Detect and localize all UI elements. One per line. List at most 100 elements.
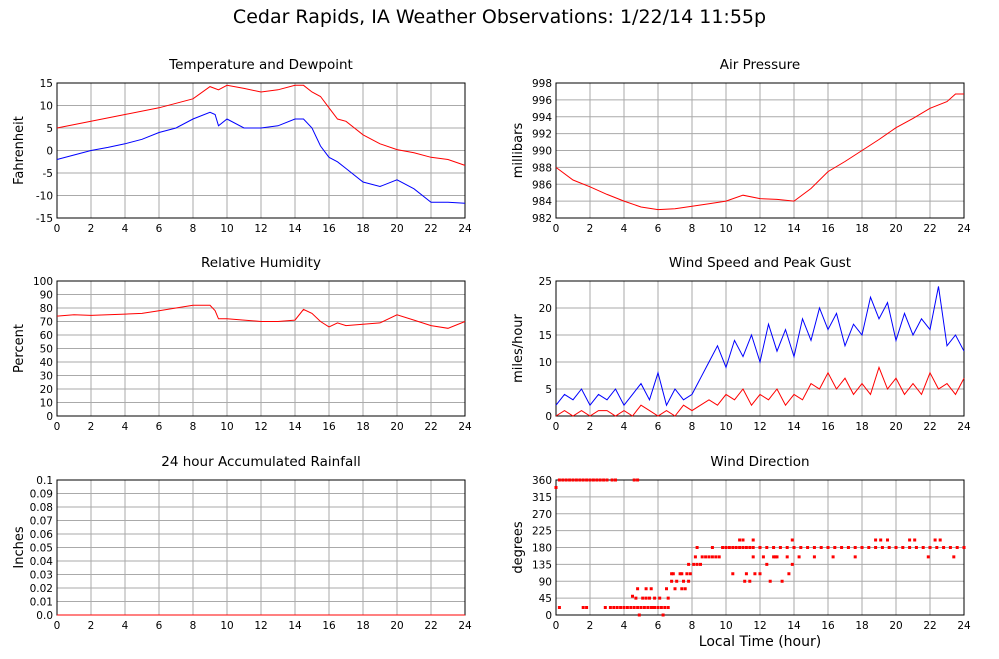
y-tick-label: 15 (40, 78, 53, 90)
y-tick-label: 0.04 (30, 556, 54, 568)
data-point (874, 546, 878, 549)
x-tick-label: 18 (855, 421, 868, 433)
data-point (952, 555, 956, 559)
data-point (625, 606, 629, 609)
data-point (610, 478, 614, 482)
y-tick-label: 20 (40, 384, 53, 396)
data-point (682, 579, 685, 583)
x-tick-label: 12 (254, 620, 267, 632)
chart-rain: 0 2 4 6 8 10 12 14 16 18 20 22 240.00.010.020.030.04… (12, 454, 472, 632)
data-point (734, 546, 738, 549)
data-point (666, 596, 670, 600)
x-tick-label: 24 (458, 421, 472, 433)
data-point (673, 587, 677, 591)
data-point (557, 478, 561, 482)
x-tick-label: 14 (787, 620, 801, 632)
y-tick-label: 10 (539, 357, 552, 369)
chart-title: Wind Speed and Peak Gust (669, 255, 851, 271)
x-tick-label: 24 (957, 620, 971, 632)
page-title: Cedar Rapids, IA Weather Observations: 1… (232, 6, 767, 28)
y-axis-label: millibars (511, 123, 526, 179)
data-point (775, 555, 779, 559)
data-point (751, 538, 755, 542)
data-point (704, 555, 708, 559)
data-point (840, 546, 844, 549)
y-tick-label: 135 (532, 559, 552, 571)
y-tick-label: 30 (40, 371, 53, 383)
data-point (571, 478, 575, 482)
data-point (665, 587, 668, 591)
data-point (605, 478, 609, 482)
x-tick-label: 16 (322, 223, 336, 235)
x-tick-label: 6 (655, 620, 662, 632)
x-tick-label: 2 (587, 421, 594, 433)
data-point (928, 546, 932, 549)
x-tick-label: 22 (923, 223, 936, 235)
data-point (710, 555, 714, 559)
y-tick-label: 982 (532, 213, 552, 225)
x-tick-label: 22 (424, 421, 437, 433)
x-tick-label: 24 (458, 620, 472, 632)
y-tick-label: 998 (532, 78, 552, 90)
data-point (753, 572, 757, 576)
x-tick-label: 16 (821, 421, 835, 433)
data-point (632, 478, 636, 482)
x-tick-label: 2 (88, 421, 95, 433)
y-tick-label: 15 (539, 330, 552, 342)
x-tick-label: 12 (753, 421, 766, 433)
data-point (707, 555, 711, 559)
x-tick-label: 20 (889, 620, 902, 632)
data-point (661, 613, 665, 617)
y-tick-label: 0.05 (30, 543, 53, 555)
x-tick-label: 8 (190, 620, 197, 632)
x-tick-label: 22 (923, 421, 936, 433)
x-tick-label: 12 (254, 223, 267, 235)
data-point (632, 606, 636, 609)
data-point (731, 572, 735, 576)
data-point (797, 555, 801, 559)
data-point (636, 478, 640, 482)
x-tick-label: 10 (220, 620, 233, 632)
data-point (738, 546, 742, 549)
data-point (699, 562, 702, 566)
data-point (812, 546, 816, 549)
data-point (588, 478, 592, 482)
data-point (680, 572, 684, 576)
x-tick-label: 22 (424, 620, 437, 632)
y-tick-label: 996 (532, 95, 552, 107)
y-axis-label: Percent (12, 324, 27, 373)
plot-frame (56, 82, 466, 219)
data-point (649, 587, 653, 591)
data-point (790, 538, 794, 542)
data-point (666, 606, 670, 609)
x-tick-label: 22 (923, 620, 936, 632)
y-axis-label: miles/hour (511, 313, 526, 382)
data-point (663, 606, 667, 609)
data-point (879, 538, 883, 542)
x-tick-label: 16 (322, 620, 336, 632)
data-point (554, 486, 558, 489)
y-axis-label: Fahrenheit (12, 116, 27, 185)
data-point (641, 596, 645, 600)
y-tick-label: 360 (532, 475, 552, 487)
y-tick-label: 0.07 (30, 516, 53, 528)
x-tick-label: 10 (719, 223, 732, 235)
x-tick-label: 6 (156, 421, 163, 433)
data-point (651, 606, 655, 609)
data-point (658, 596, 662, 600)
plot-frame (555, 82, 965, 219)
data-point (695, 546, 699, 549)
data-point (653, 596, 657, 600)
y-tick-label: 315 (532, 492, 552, 504)
x-tick-label: 0 (553, 421, 560, 433)
y-tick-label: 992 (532, 129, 552, 141)
y-tick-label: 270 (532, 509, 552, 521)
data-point (678, 572, 682, 576)
x-tick-label: 18 (855, 223, 868, 235)
x-tick-label: 12 (753, 223, 766, 235)
y-tick-label: 80 (40, 303, 53, 315)
data-point (731, 546, 735, 549)
data-point (581, 478, 585, 482)
x-tick-label: 4 (122, 620, 129, 632)
